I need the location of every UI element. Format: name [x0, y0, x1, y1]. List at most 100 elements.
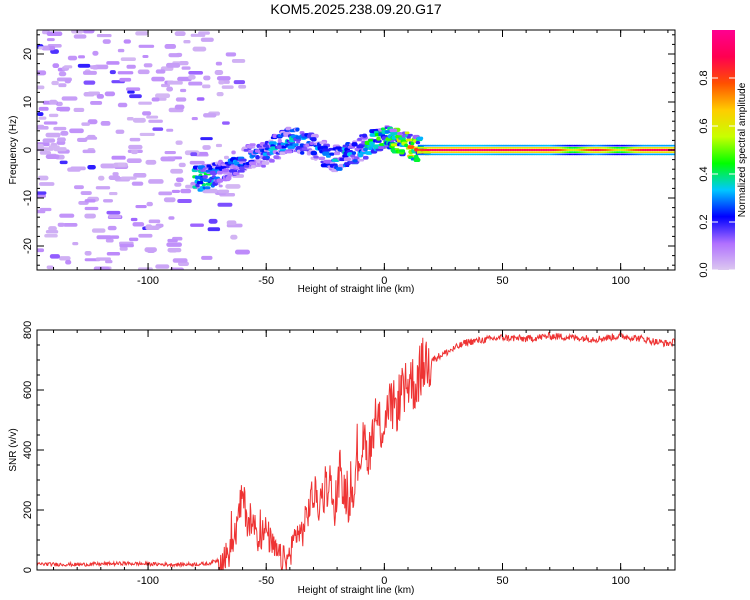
heatmap-cell: [417, 149, 422, 151]
heatmap-cell: [434, 147, 439, 149]
heatmap-cell: [248, 161, 257, 166]
y-tick-label: -20: [22, 238, 34, 254]
heatmap-cell: [502, 149, 507, 151]
heatmap-cell: [129, 94, 142, 99]
heatmap-cell: [609, 151, 614, 153]
heatmap-cell: [422, 147, 427, 149]
heatmap-cell: [609, 144, 614, 147]
heatmap-cell: [618, 147, 623, 149]
heatmap-cell: [37, 147, 48, 152]
colorbar: 0.0 0.2 0.4 0.6 0.8 Normalized spectral ampl…: [698, 30, 748, 278]
heatmap-cell: [649, 144, 654, 147]
heatmap-cell: [557, 149, 562, 151]
heatmap-cell: [201, 255, 213, 260]
heatmap-cell: [639, 153, 644, 156]
heatmap-cell: [621, 153, 626, 156]
heatmap-cell: [163, 197, 176, 203]
heatmap-cell: [448, 149, 453, 151]
heatmap-cell: [592, 144, 597, 147]
heatmap-cell: [481, 153, 486, 156]
heatmap-cell: [131, 181, 144, 186]
heatmap-cell: [43, 121, 58, 125]
heatmap-cell: [663, 153, 668, 156]
heatmap-cell: [519, 149, 524, 151]
heatmap-cell: [509, 153, 514, 156]
heatmap-cell: [429, 147, 434, 149]
heatmap-cell: [115, 129, 125, 134]
heatmap-cell: [453, 153, 458, 156]
heatmap-cell: [462, 147, 467, 149]
heatmap-cell: [545, 147, 550, 149]
heatmap-cell: [628, 153, 633, 156]
heatmap-cell: [670, 151, 675, 153]
heatmap-cell: [180, 88, 187, 93]
heatmap-cell: [621, 149, 626, 151]
heatmap-cell: [58, 71, 67, 77]
heatmap-cell: [569, 144, 574, 147]
heatmap-cell: [417, 136, 424, 141]
heatmap-cell: [448, 147, 453, 149]
heatmap-cell: [531, 144, 536, 147]
heatmap-cell: [576, 153, 581, 156]
heatmap-cell: [639, 147, 644, 149]
heatmap-cell: [590, 144, 595, 147]
heatmap-cell: [434, 149, 439, 151]
heatmap-cell: [533, 149, 538, 151]
heatmap-cell: [576, 149, 581, 151]
heatmap-cell: [502, 151, 507, 153]
heatmap-cell: [526, 149, 531, 151]
heatmap-cell: [625, 147, 630, 149]
heatmap-cell: [578, 151, 583, 153]
heatmap-cell: [502, 147, 507, 149]
heatmap-cell: [170, 267, 185, 270]
heatmap-cell: [188, 75, 196, 80]
heatmap-cell: [417, 151, 422, 153]
heatmap-cell: [420, 153, 425, 156]
heatmap-cell: [592, 149, 597, 151]
heatmap-cell: [145, 159, 157, 165]
heatmap-cell: [561, 144, 566, 147]
heatmap-cell: [422, 149, 427, 151]
heatmap-cell: [597, 151, 602, 153]
heatmap-cell: [561, 153, 566, 156]
heatmap-cell: [128, 237, 139, 242]
heatmap-cell: [117, 48, 125, 53]
heatmap-cell: [566, 147, 571, 149]
heatmap-cell: [174, 182, 182, 187]
heatmap-cell: [417, 153, 422, 156]
heatmap-cell: [420, 151, 425, 153]
colorbar-tick-label: 0.4: [698, 166, 710, 181]
heatmap-cell: [493, 144, 498, 147]
heatmap-cell: [380, 127, 386, 131]
heatmap-cell: [123, 39, 131, 44]
heatmap-cell: [268, 141, 277, 145]
heatmap-cell: [613, 144, 618, 147]
heatmap-cell: [175, 52, 183, 57]
heatmap-cell: [538, 147, 543, 149]
heatmap-cell: [524, 153, 529, 156]
heatmap-cell: [82, 70, 97, 75]
heatmap-cell: [106, 251, 121, 256]
heatmap-cell: [296, 140, 301, 144]
heatmap-cell: [205, 182, 213, 186]
heatmap-cell: [547, 147, 552, 149]
heatmap-cell: [37, 126, 49, 130]
heatmap-cell: [439, 147, 444, 149]
heatmap-cell: [87, 165, 96, 170]
heatmap-cell: [647, 147, 652, 149]
heatmap-cell: [628, 151, 633, 153]
heatmap-cell: [119, 246, 128, 251]
heatmap-cell: [481, 147, 486, 149]
y-tick-label: -10: [22, 190, 34, 206]
heatmap-cell: [45, 132, 61, 138]
heatmap-cell: [493, 151, 498, 153]
heatmap-cell: [152, 127, 164, 131]
heatmap-cell: [571, 147, 576, 149]
heatmap-cell: [564, 149, 569, 151]
heatmap-cell: [132, 117, 146, 123]
heatmap-cell: [535, 144, 540, 147]
heatmap-cell: [133, 172, 147, 178]
heatmap-cell: [50, 49, 60, 54]
heatmap-cell: [94, 64, 109, 70]
colorbar-tick-label: 0.0: [698, 262, 710, 277]
